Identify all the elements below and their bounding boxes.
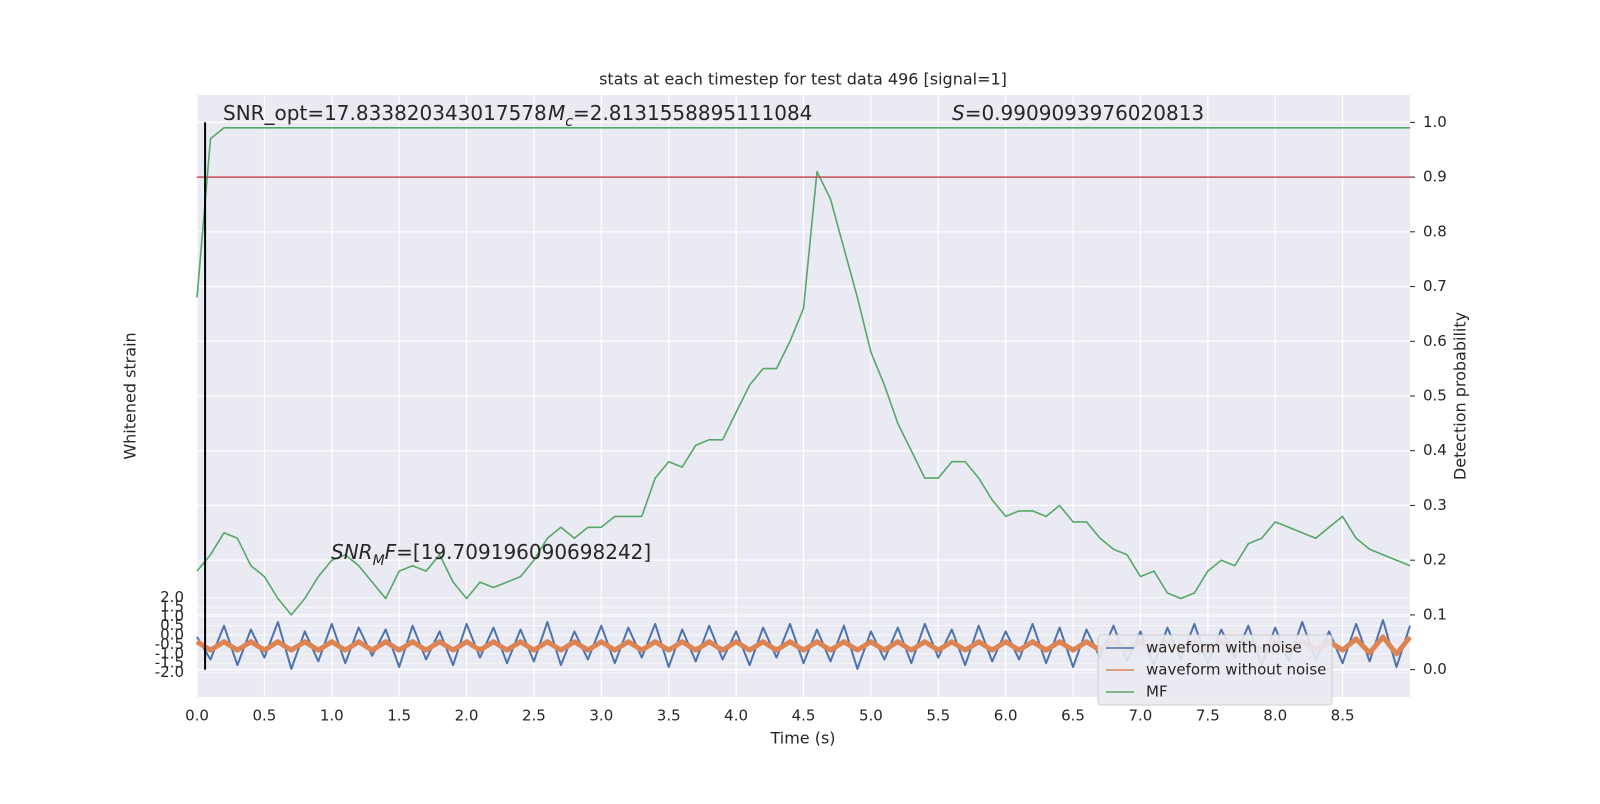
annotation-part: S: [952, 101, 965, 125]
y-axis-label: Whitened strain: [121, 332, 140, 459]
annotation: S=0.9909093976020813: [952, 101, 1204, 125]
y2-tick-label: 0.0: [1423, 660, 1447, 678]
x-axis-label: Time (s): [769, 729, 835, 748]
x-tick-label: 4.0: [724, 707, 748, 725]
y-tick-label: -0.5: [155, 635, 184, 653]
x-tick-label: 6.0: [994, 707, 1018, 725]
y2-tick-label: 0.3: [1423, 496, 1447, 514]
x-tick-label: 7.5: [1196, 707, 1220, 725]
x-tick-label: 5.5: [926, 707, 950, 725]
x-tick-label: 0.5: [252, 707, 276, 725]
annotation-part: c: [565, 114, 573, 130]
y-tick-label: 2.0: [160, 588, 184, 606]
y2-tick-label: 0.9: [1423, 168, 1447, 186]
annotation-part: =2.8131558895111084: [573, 101, 812, 125]
y2-tick-label: 0.6: [1423, 332, 1447, 350]
legend-box: [1097, 634, 1333, 706]
series-line: [196, 127, 1410, 298]
y-tick-label: 0.0: [160, 626, 184, 644]
x-tick-label: 4.5: [792, 707, 816, 725]
legend-label: waveform without noise: [1146, 661, 1326, 679]
y-tick-label: -1.5: [155, 654, 184, 672]
x-tick-label: 2.5: [522, 707, 546, 725]
annotation-part: =0.9909093976020813: [965, 101, 1204, 125]
legend-label: waveform with noise: [1146, 639, 1302, 657]
y-tick-label: 1.5: [160, 597, 184, 615]
y2-tick-label: 0.2: [1423, 551, 1447, 569]
chart-title: stats at each timestep for test data 496…: [599, 70, 1007, 89]
y-tick-label: -2.0: [155, 663, 184, 681]
y-tick-label: 1.0: [160, 607, 184, 625]
annotation: Mc=2.8131558895111084: [548, 101, 812, 131]
annotation-part: M: [548, 101, 565, 125]
x-tick-label: 1.0: [320, 707, 344, 725]
annotation-part: SNR: [331, 540, 373, 564]
y2-tick-label: 0.1: [1423, 605, 1447, 623]
annotation: SNRMF=[19.709196090698242]: [331, 540, 651, 570]
y2-tick-label: 1.0: [1423, 113, 1447, 131]
x-tick-label: 0.0: [185, 707, 209, 725]
x-tick-label: 1.5: [387, 707, 411, 725]
x-tick-label: 8.5: [1331, 707, 1355, 725]
y2-tick-label: 0.8: [1423, 222, 1447, 240]
y2-tick-label: 0.4: [1423, 441, 1447, 459]
annotation: SNR_opt=17.833820343017578: [223, 101, 547, 125]
x-tick-label: 8.0: [1263, 707, 1287, 725]
y2-tick-label: 0.7: [1423, 277, 1447, 295]
series-line: [196, 170, 1411, 616]
x-tick-label: 5.0: [859, 707, 883, 725]
x-tick-label: 2.0: [455, 707, 479, 725]
annotation-part: M: [373, 553, 385, 569]
y2-tick-label: 0.5: [1423, 387, 1447, 405]
annotation-part: SNR_opt=17.833820343017578: [223, 101, 547, 125]
x-tick-label: 3.5: [657, 707, 681, 725]
y-tick-label: -1.0: [155, 644, 184, 662]
legend-label: MF: [1146, 683, 1168, 701]
x-tick-label: 7.0: [1129, 707, 1153, 725]
annotation-part: F: [385, 540, 397, 564]
y-tick-label: 0.5: [160, 616, 184, 634]
x-tick-label: 6.5: [1061, 707, 1085, 725]
x-tick-label: 3.0: [589, 707, 613, 725]
annotation-part: =[19.709196090698242]: [396, 540, 651, 564]
y2-axis-label: Detection probability: [1451, 312, 1470, 480]
